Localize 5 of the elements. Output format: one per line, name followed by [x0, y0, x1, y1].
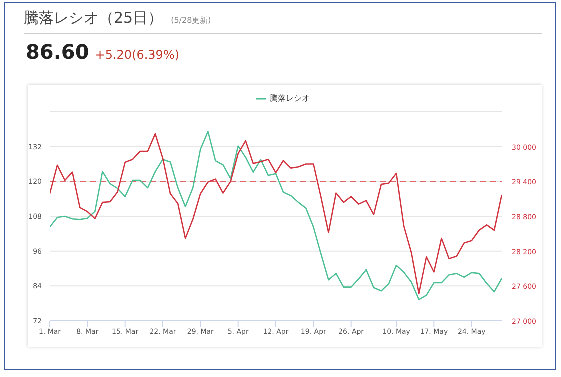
- text: 86.60: [26, 40, 90, 64]
- legend-label: 騰落レシオ: [270, 93, 310, 104]
- chart-title: 騰落レシオ（25日）: [24, 9, 164, 27]
- chart-subtitle: (5/28更新): [171, 16, 212, 25]
- text: +5.20(6.39%): [95, 48, 180, 62]
